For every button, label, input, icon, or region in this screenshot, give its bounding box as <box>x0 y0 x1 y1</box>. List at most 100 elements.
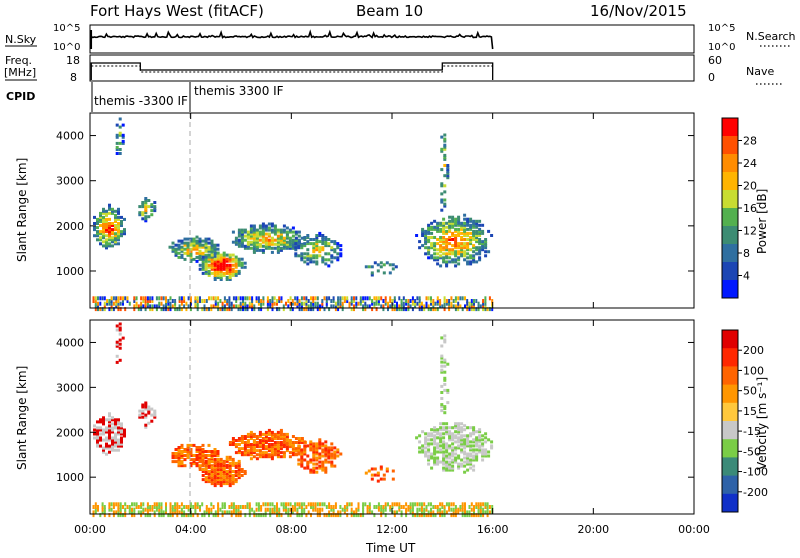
heatmap-cell <box>108 424 111 427</box>
heatmap-cell <box>298 235 301 238</box>
heatmap-cell <box>305 296 307 300</box>
heatmap-cell <box>484 250 487 253</box>
date-label: 16/Nov/2015 <box>590 2 687 20</box>
heatmap-cell <box>324 236 327 239</box>
heatmap-cell <box>358 502 360 506</box>
heatmap-cell <box>346 502 348 506</box>
heatmap-cell <box>223 460 226 463</box>
heatmap-cell <box>445 260 448 263</box>
heatmap-cell <box>294 252 297 255</box>
heatmap-cell <box>427 442 430 445</box>
heatmap-cell <box>175 244 178 247</box>
heatmap-cell <box>181 508 183 512</box>
heatmap-cell <box>172 452 175 455</box>
heatmap-cell <box>377 263 380 266</box>
heatmap-cell <box>268 453 271 456</box>
heatmap-cell <box>204 299 206 303</box>
heatmap-cell <box>238 239 241 242</box>
heatmap-cell <box>439 426 442 429</box>
heatmap-cell <box>232 437 235 440</box>
velocity-panel: 4000300020001000 Slant Range [km] <box>15 320 694 517</box>
heatmap-cell <box>436 252 439 255</box>
heatmap-cell <box>235 270 238 273</box>
heatmap-cell <box>253 433 256 436</box>
heatmap-cell <box>199 268 202 271</box>
heatmap-cell <box>122 505 124 509</box>
heatmap-cell <box>229 264 232 267</box>
heatmap-cell <box>333 446 336 449</box>
heatmap-cell <box>178 244 181 247</box>
heatmap-cell <box>463 434 466 437</box>
heatmap-cell <box>475 453 478 456</box>
heatmap-cell <box>321 461 324 464</box>
heatmap-cell <box>188 296 190 300</box>
heatmap-cell <box>96 230 99 233</box>
heatmap-cell <box>184 258 187 261</box>
heatmap-cell <box>292 505 294 509</box>
heatmap-cell <box>440 365 443 368</box>
heatmap-cell <box>442 440 445 443</box>
heatmap-cell <box>475 260 478 263</box>
heatmap-cell <box>105 443 108 446</box>
heatmap-cell <box>116 329 119 332</box>
heatmap-cell <box>133 296 135 300</box>
heatmap-cell <box>469 426 472 429</box>
heatmap-cell <box>104 296 106 300</box>
heatmap-cell <box>475 246 478 249</box>
heatmap-cell <box>181 240 184 243</box>
heatmap-cell <box>403 296 405 300</box>
heatmap-cell <box>187 444 190 447</box>
heatmap-cell <box>460 448 463 451</box>
heatmap-cell <box>419 296 421 300</box>
heatmap-cell <box>309 469 312 472</box>
heatmap-cell <box>436 442 439 445</box>
heatmap-cell <box>330 446 333 449</box>
heatmap-cell <box>454 453 457 456</box>
time-axis: 00:00 04:00 08:00 12:00 16:00 20:00 00:00 <box>74 523 710 536</box>
heatmap-cell <box>117 426 120 429</box>
heatmap-cell <box>337 296 339 300</box>
heatmap-cell <box>119 333 122 336</box>
heatmap-cell <box>454 446 457 449</box>
heatmap-cell <box>214 244 217 247</box>
heatmap-cell <box>448 242 451 245</box>
heatmap-cell <box>226 299 228 303</box>
heatmap-cell <box>321 448 324 451</box>
heatmap-cell <box>328 296 330 300</box>
heatmap-cell <box>443 411 446 414</box>
heatmap-cell <box>250 443 253 446</box>
heatmap-cell <box>415 436 418 439</box>
heatmap-cell <box>259 239 262 242</box>
heatmap-cell <box>265 233 268 236</box>
heatmap-cell <box>339 252 342 255</box>
heatmap-cell <box>131 502 133 506</box>
heatmap-cell <box>466 260 469 263</box>
heatmap-cell <box>460 434 463 437</box>
heatmap-cell <box>202 444 205 447</box>
heatmap-cell <box>193 258 196 261</box>
heatmap-cell <box>184 252 187 255</box>
heatmap-cell <box>336 252 339 255</box>
heatmap-cell <box>228 296 230 300</box>
heatmap-cell <box>99 230 102 233</box>
heatmap-cell <box>439 264 442 267</box>
heatmap-cell <box>208 254 211 257</box>
heatmap-cell <box>99 433 102 436</box>
heatmap-cell <box>440 168 443 171</box>
heatmap-cell <box>466 232 469 235</box>
heatmap-cell <box>144 402 147 405</box>
heatmap-cell <box>278 296 280 300</box>
heatmap-cell <box>315 467 318 470</box>
heatmap-cell <box>235 470 238 473</box>
heatmap-cell <box>280 429 283 432</box>
heatmap-cell <box>184 458 187 461</box>
heatmap-cell <box>346 296 348 300</box>
heatmap-cell <box>114 449 117 452</box>
heatmap-cell <box>99 426 102 429</box>
heatmap-cell <box>463 258 466 261</box>
heatmap-cell <box>150 414 153 417</box>
heatmap-cell <box>454 430 457 433</box>
heatmap-cell <box>441 502 443 506</box>
heatmap-cell <box>93 234 96 237</box>
heatmap-cell <box>175 248 178 251</box>
